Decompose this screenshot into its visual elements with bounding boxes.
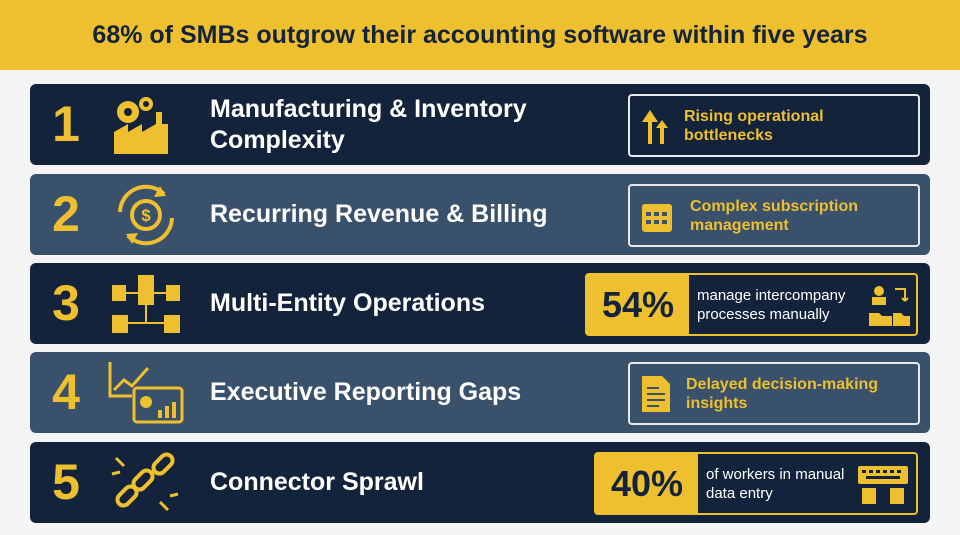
arrow-icon: [642, 109, 668, 144]
row-title: Multi-Entity Operations: [210, 289, 485, 317]
chain-icon: [111, 452, 179, 512]
callout: Rising operational bottlenecks: [628, 94, 920, 157]
callout-text: Delayed decision-making insights: [686, 375, 879, 412]
row-number: 2: [52, 186, 80, 242]
row-title: Manufacturing & Inventory Complexity: [210, 94, 527, 154]
folders-icon: [869, 285, 910, 326]
row-title: Executive Reporting Gaps: [210, 378, 522, 406]
row: 2 $ Recurring Revenue & Billing Complex …: [30, 174, 930, 255]
stat-callout: 54% manage intercompany processes manuall…: [585, 273, 918, 336]
callout-text: of workers in manual data entry: [706, 465, 845, 502]
document-icon: [642, 375, 670, 412]
report-icon: [108, 362, 184, 424]
stat-callout: 40% of workers in manual data entry: [594, 452, 918, 515]
callout: Complex subscription management: [628, 184, 920, 247]
row-title: Recurring Revenue & Billing: [210, 200, 548, 228]
revenue-icon: $: [118, 184, 174, 246]
factory-icon: [114, 97, 168, 154]
callout-text: Rising operational bottlenecks: [684, 107, 824, 144]
callout: Delayed decision-making insights: [628, 362, 920, 425]
row-number: 1: [52, 96, 80, 152]
callout-text: Complex subscription management: [690, 197, 859, 234]
row: 4 Executive Reporting Gaps Delayed decis…: [30, 352, 930, 433]
stat: 54%: [587, 275, 689, 334]
entities-icon: [112, 275, 180, 333]
header: 68% of SMBs outgrow their accounting sof…: [0, 0, 960, 70]
row-title: Connector Sprawl: [210, 468, 424, 496]
stat: 40%: [596, 454, 698, 513]
row-number: 4: [52, 364, 80, 420]
calendar-icon: [642, 203, 672, 232]
row: 3 Multi-Entity Operations 54% manage inte…: [30, 263, 930, 344]
row-number: 3: [52, 275, 80, 331]
svg-text:$: $: [141, 206, 151, 225]
row: 1 Manufacturing & Inventory Complexity R…: [30, 84, 930, 165]
title: 68% of SMBs outgrow their accounting sof…: [92, 20, 868, 49]
row: 5 Connector Sprawl 40% of workers in manu…: [30, 442, 930, 523]
row-number: 5: [52, 454, 80, 510]
keyboard-icon: [858, 465, 908, 504]
callout-text: manage intercompany processes manually: [697, 286, 846, 323]
